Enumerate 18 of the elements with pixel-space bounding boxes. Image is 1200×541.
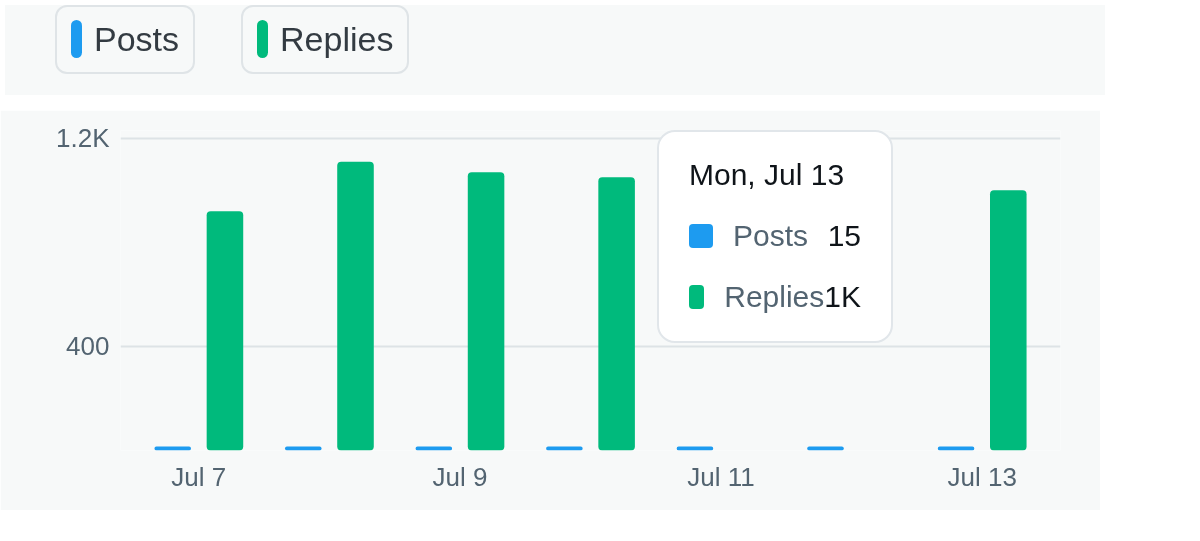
legend-label: Replies [280,19,394,60]
y-tick-label: 1.2K [56,123,111,154]
annotation: Replies [724,278,825,315]
bar [467,172,505,451]
annotation: 15 [827,217,861,254]
x-tick-label: Jul 7 [171,461,227,492]
x-tick-label: Jul 13 [947,461,1017,492]
bar [337,161,374,451]
bar [990,190,1027,451]
legend-label: Posts [94,19,180,60]
x-tick-label: Jul 11 [687,461,755,492]
bar [598,177,635,451]
annotation: Posts [733,217,810,254]
annotation: Mon, Jul 13 [689,157,846,193]
bar [206,211,244,451]
annotation: 1K [824,278,861,315]
y-tick-label: 400 [66,331,110,362]
x-tick-label: Jul 9 [432,461,488,492]
